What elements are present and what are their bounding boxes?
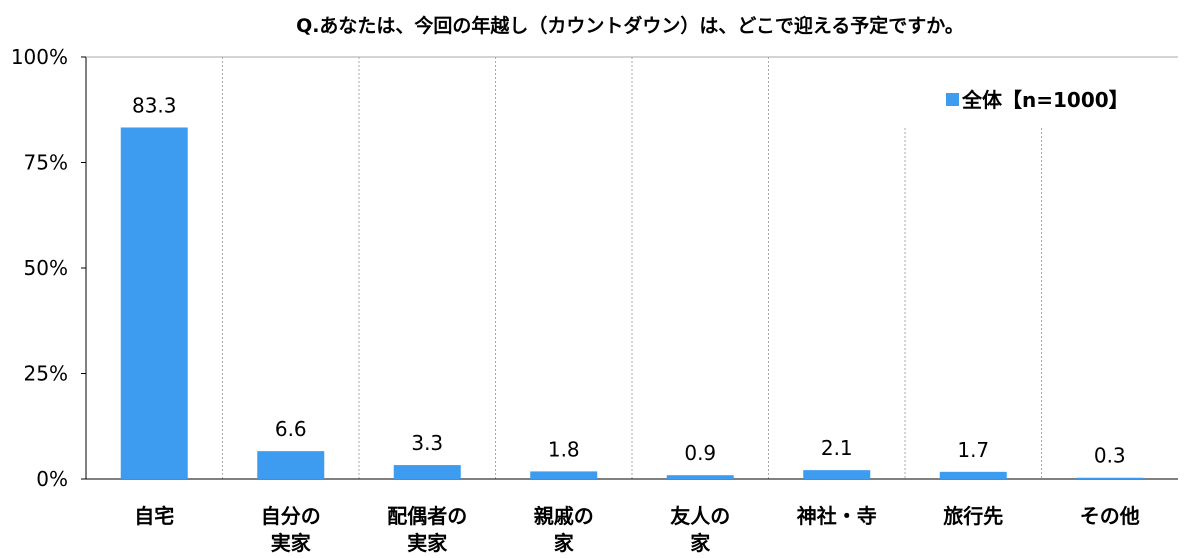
x-tick-label: 友人の (670, 504, 730, 528)
y-tick-label: 50% (24, 256, 68, 280)
chart-title: Q.あなたは、今回の年越し（カウントダウン）は、どこで迎える予定ですか。 (296, 14, 964, 37)
x-tick-label: 親戚の (534, 504, 594, 528)
x-tick-label: 実家 (407, 531, 448, 555)
data-label: 3.3 (411, 431, 443, 455)
y-tick-label: 75% (24, 151, 68, 175)
bar (1076, 477, 1144, 479)
y-tick-label: 100% (11, 45, 68, 69)
data-label: 83.3 (132, 93, 177, 117)
data-label: 2.1 (821, 436, 853, 460)
bars (120, 127, 1144, 479)
bar (530, 471, 598, 479)
legend: 全体【n=1000】 (946, 88, 1129, 112)
x-tick-label: 実家 (271, 531, 312, 555)
data-label: 1.7 (957, 438, 989, 462)
bar (393, 465, 461, 479)
grid-lines (222, 57, 1042, 479)
bar (120, 127, 188, 479)
data-labels: 83.3 6.6 3.3 1.8 0.9 2.1 1.7 0.3 (132, 93, 1126, 467)
x-tick-label: 家 (690, 531, 711, 555)
data-label: 6.6 (275, 417, 307, 441)
bar (257, 451, 325, 479)
data-label: 1.8 (548, 437, 580, 461)
bar (939, 471, 1007, 479)
x-tick-label: その他 (1080, 504, 1140, 528)
data-label: 0.3 (1094, 444, 1126, 468)
x-tick-label: 神社・寺 (797, 504, 877, 528)
legend-swatch (946, 93, 959, 106)
y-axis-labels: 100% 75% 50% 25% 0% (11, 45, 68, 491)
y-tick-label: 25% (24, 362, 68, 386)
bar (803, 470, 871, 479)
x-tick-label: 自分の (261, 504, 321, 528)
data-label: 0.9 (684, 441, 716, 465)
y-tick-label: 0% (36, 467, 68, 491)
x-tick-label: 自宅 (134, 504, 174, 528)
legend-label: 全体【n=1000】 (961, 88, 1129, 112)
axes (81, 56, 1178, 480)
x-tick-label: 配偶者の (387, 504, 467, 528)
x-tick-label: 旅行先 (943, 504, 1003, 528)
bar (666, 475, 734, 479)
x-tick-label: 家 (554, 531, 575, 555)
